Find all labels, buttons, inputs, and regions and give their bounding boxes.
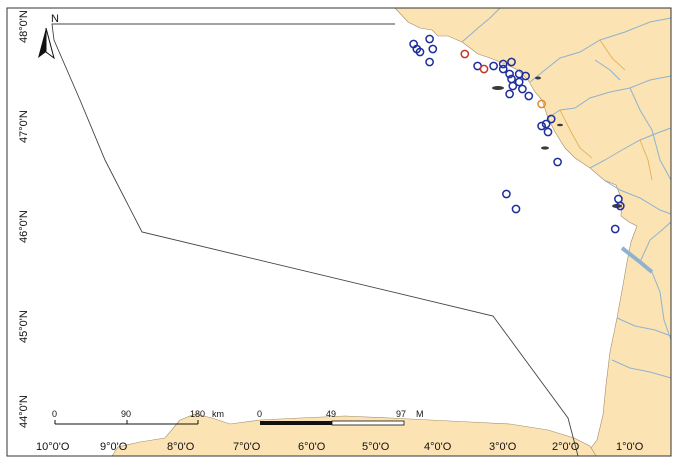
survey-marker-blue [508, 81, 518, 91]
survey-marker-blue [518, 84, 527, 94]
survey-marker-red [479, 64, 489, 74]
survey-marker-blue [428, 44, 438, 54]
longitude-labels: 10°0'O 9°0'O 8°0'O 7°0'O 6°0'O 5°0'O 4°0… [36, 441, 644, 453]
lat-label-45: 45°0'N [18, 310, 30, 343]
land-spain [111, 413, 597, 457]
survey-marker-orange [537, 99, 546, 109]
study-area-boundary [51, 23, 579, 457]
survey-marker-blue [521, 71, 530, 81]
latitude-labels: 48°0'N 47°0'N 46°0'N 45°0'N 44°0'N [18, 10, 30, 428]
lon-label-2: 2°0'O [552, 441, 580, 453]
scale-km-tick-2: 180 [190, 409, 205, 419]
lon-label-5: 5°0'O [362, 441, 390, 453]
lon-label-9: 9°0'O [100, 441, 128, 453]
survey-marker-blue [505, 69, 514, 79]
lon-label-7: 7°0'O [233, 441, 261, 453]
scale-nm-tick-0: 0 [257, 409, 262, 419]
lon-label-1: 1°0'O [616, 441, 644, 453]
scale-km-tick-1: 90 [121, 409, 131, 419]
survey-marker-blue [537, 121, 546, 131]
survey-marker-blue [524, 91, 534, 101]
survey-marker-blue [514, 77, 524, 87]
scale-nm-tick-1: 49 [326, 409, 336, 419]
survey-marker-blue [489, 61, 498, 71]
survey-markers [409, 34, 625, 234]
rivers-orange [559, 39, 653, 181]
rivers [461, 7, 672, 379]
north-label: N [51, 13, 59, 25]
survey-marker-blue [511, 204, 521, 214]
survey-marker-blue [541, 119, 551, 129]
lon-label-8: 8°0'O [167, 441, 195, 453]
survey-marker-blue [425, 34, 434, 44]
islands [492, 76, 622, 208]
scale-bar-nm: 0 49 97 M [257, 409, 424, 426]
survey-marker-blue [502, 189, 511, 199]
survey-marker-blue [553, 157, 562, 167]
map-border [6, 7, 672, 457]
survey-marker-blue [610, 224, 620, 234]
scale-bar-km: 0 90 180 km [52, 409, 224, 425]
scale-nm-unit: M [416, 409, 424, 419]
lat-label-47: 47°0'N [18, 110, 30, 143]
survey-marker-blue [415, 47, 425, 57]
lon-label-10: 10°0'O [36, 441, 70, 453]
survey-marker-blue [615, 201, 625, 211]
survey-marker-blue [505, 89, 514, 99]
survey-marker-blue [543, 127, 553, 137]
lat-label-48: 48°0'N [18, 10, 30, 43]
lon-label-6: 6°0'O [298, 441, 326, 453]
lat-label-44: 44°0'N [18, 395, 30, 428]
lon-label-3: 3°0'O [489, 441, 517, 453]
survey-marker-blue [507, 57, 516, 67]
lat-label-46: 46°0'N [18, 210, 30, 243]
lon-label-4: 4°0'O [424, 441, 452, 453]
survey-marker-blue [498, 59, 508, 69]
survey-marker-blue [546, 114, 556, 124]
survey-marker-blue [498, 64, 508, 74]
survey-marker-blue [425, 57, 434, 67]
land-france [394, 7, 672, 457]
scale-nm-tick-2: 97 [396, 409, 406, 419]
north-arrow: N [38, 13, 59, 60]
survey-marker-red [460, 49, 470, 59]
scale-km-tick-0: 0 [52, 409, 57, 419]
scale-km-unit: km [212, 409, 224, 419]
